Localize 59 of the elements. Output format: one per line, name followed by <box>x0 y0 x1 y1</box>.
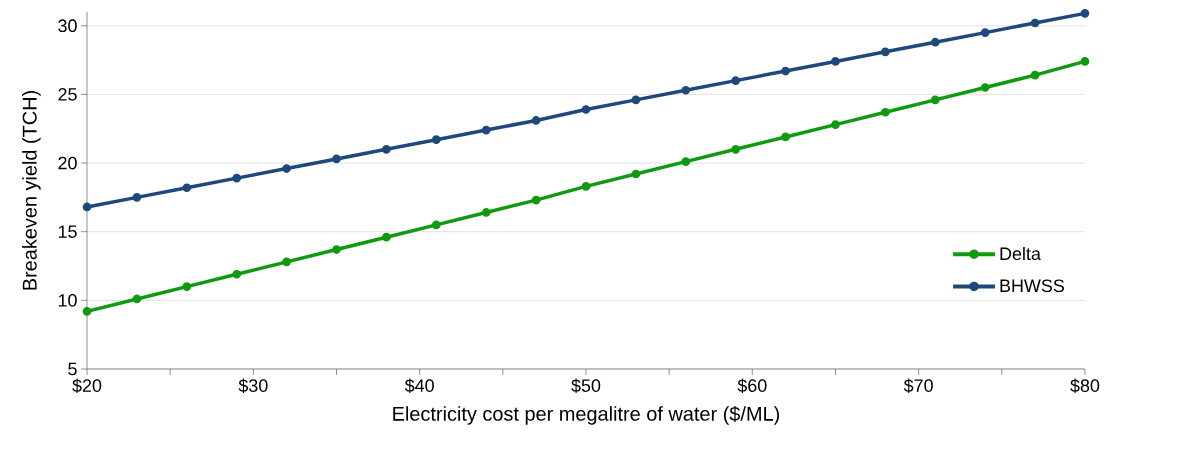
point <box>930 95 940 105</box>
point <box>431 135 441 145</box>
point <box>930 37 940 47</box>
point <box>481 125 491 135</box>
point <box>781 132 790 142</box>
y-tick-label: 25 <box>58 88 77 101</box>
point <box>881 47 890 57</box>
point <box>1030 70 1040 80</box>
point <box>681 85 691 95</box>
x-tick-label: $60 <box>737 378 767 394</box>
point <box>980 28 990 37</box>
point <box>431 220 441 230</box>
point <box>1080 57 1090 66</box>
point <box>332 245 341 254</box>
point <box>132 193 142 202</box>
y-tick-label: 5 <box>68 362 77 376</box>
point <box>282 257 291 267</box>
point <box>581 105 591 114</box>
point <box>781 66 790 76</box>
y-tick-label: 15 <box>58 225 77 238</box>
point <box>182 282 192 291</box>
x-tick-label: $20 <box>72 378 102 394</box>
x-tick-label: $50 <box>571 378 601 394</box>
point <box>332 154 341 164</box>
point <box>731 144 741 154</box>
point <box>631 95 641 105</box>
x-axis-title: Electricity cost per megalitre of water ($/ML) <box>393 405 780 425</box>
point <box>581 182 591 191</box>
x-tick-label: $70 <box>903 378 933 394</box>
point <box>831 57 840 66</box>
y-axis-title: Breakeven yield (TCH) <box>22 91 41 290</box>
x-tick-label: $30 <box>238 378 268 394</box>
y-tick-label: 10 <box>58 293 77 307</box>
x-tick-label: $80 <box>1070 378 1100 394</box>
point <box>681 157 691 167</box>
point <box>82 306 92 316</box>
point <box>1030 18 1040 28</box>
point <box>731 76 741 85</box>
point <box>481 208 491 217</box>
point <box>182 183 192 193</box>
legend-label: BHWSS <box>1000 279 1064 293</box>
point <box>232 269 242 279</box>
y-tick-label: 30 <box>58 19 77 33</box>
point <box>232 173 242 183</box>
point <box>1080 9 1090 18</box>
point <box>531 116 541 125</box>
point <box>980 83 990 92</box>
legend-label: Delta <box>1000 246 1041 261</box>
point <box>881 107 890 117</box>
point <box>631 169 641 179</box>
y-tick-label: 20 <box>58 156 77 170</box>
point <box>132 294 142 304</box>
point <box>382 232 391 242</box>
point <box>531 195 541 205</box>
point <box>82 202 92 212</box>
point <box>282 164 291 173</box>
point <box>831 120 840 129</box>
point <box>382 144 391 154</box>
x-tick-label: $40 <box>404 378 434 394</box>
